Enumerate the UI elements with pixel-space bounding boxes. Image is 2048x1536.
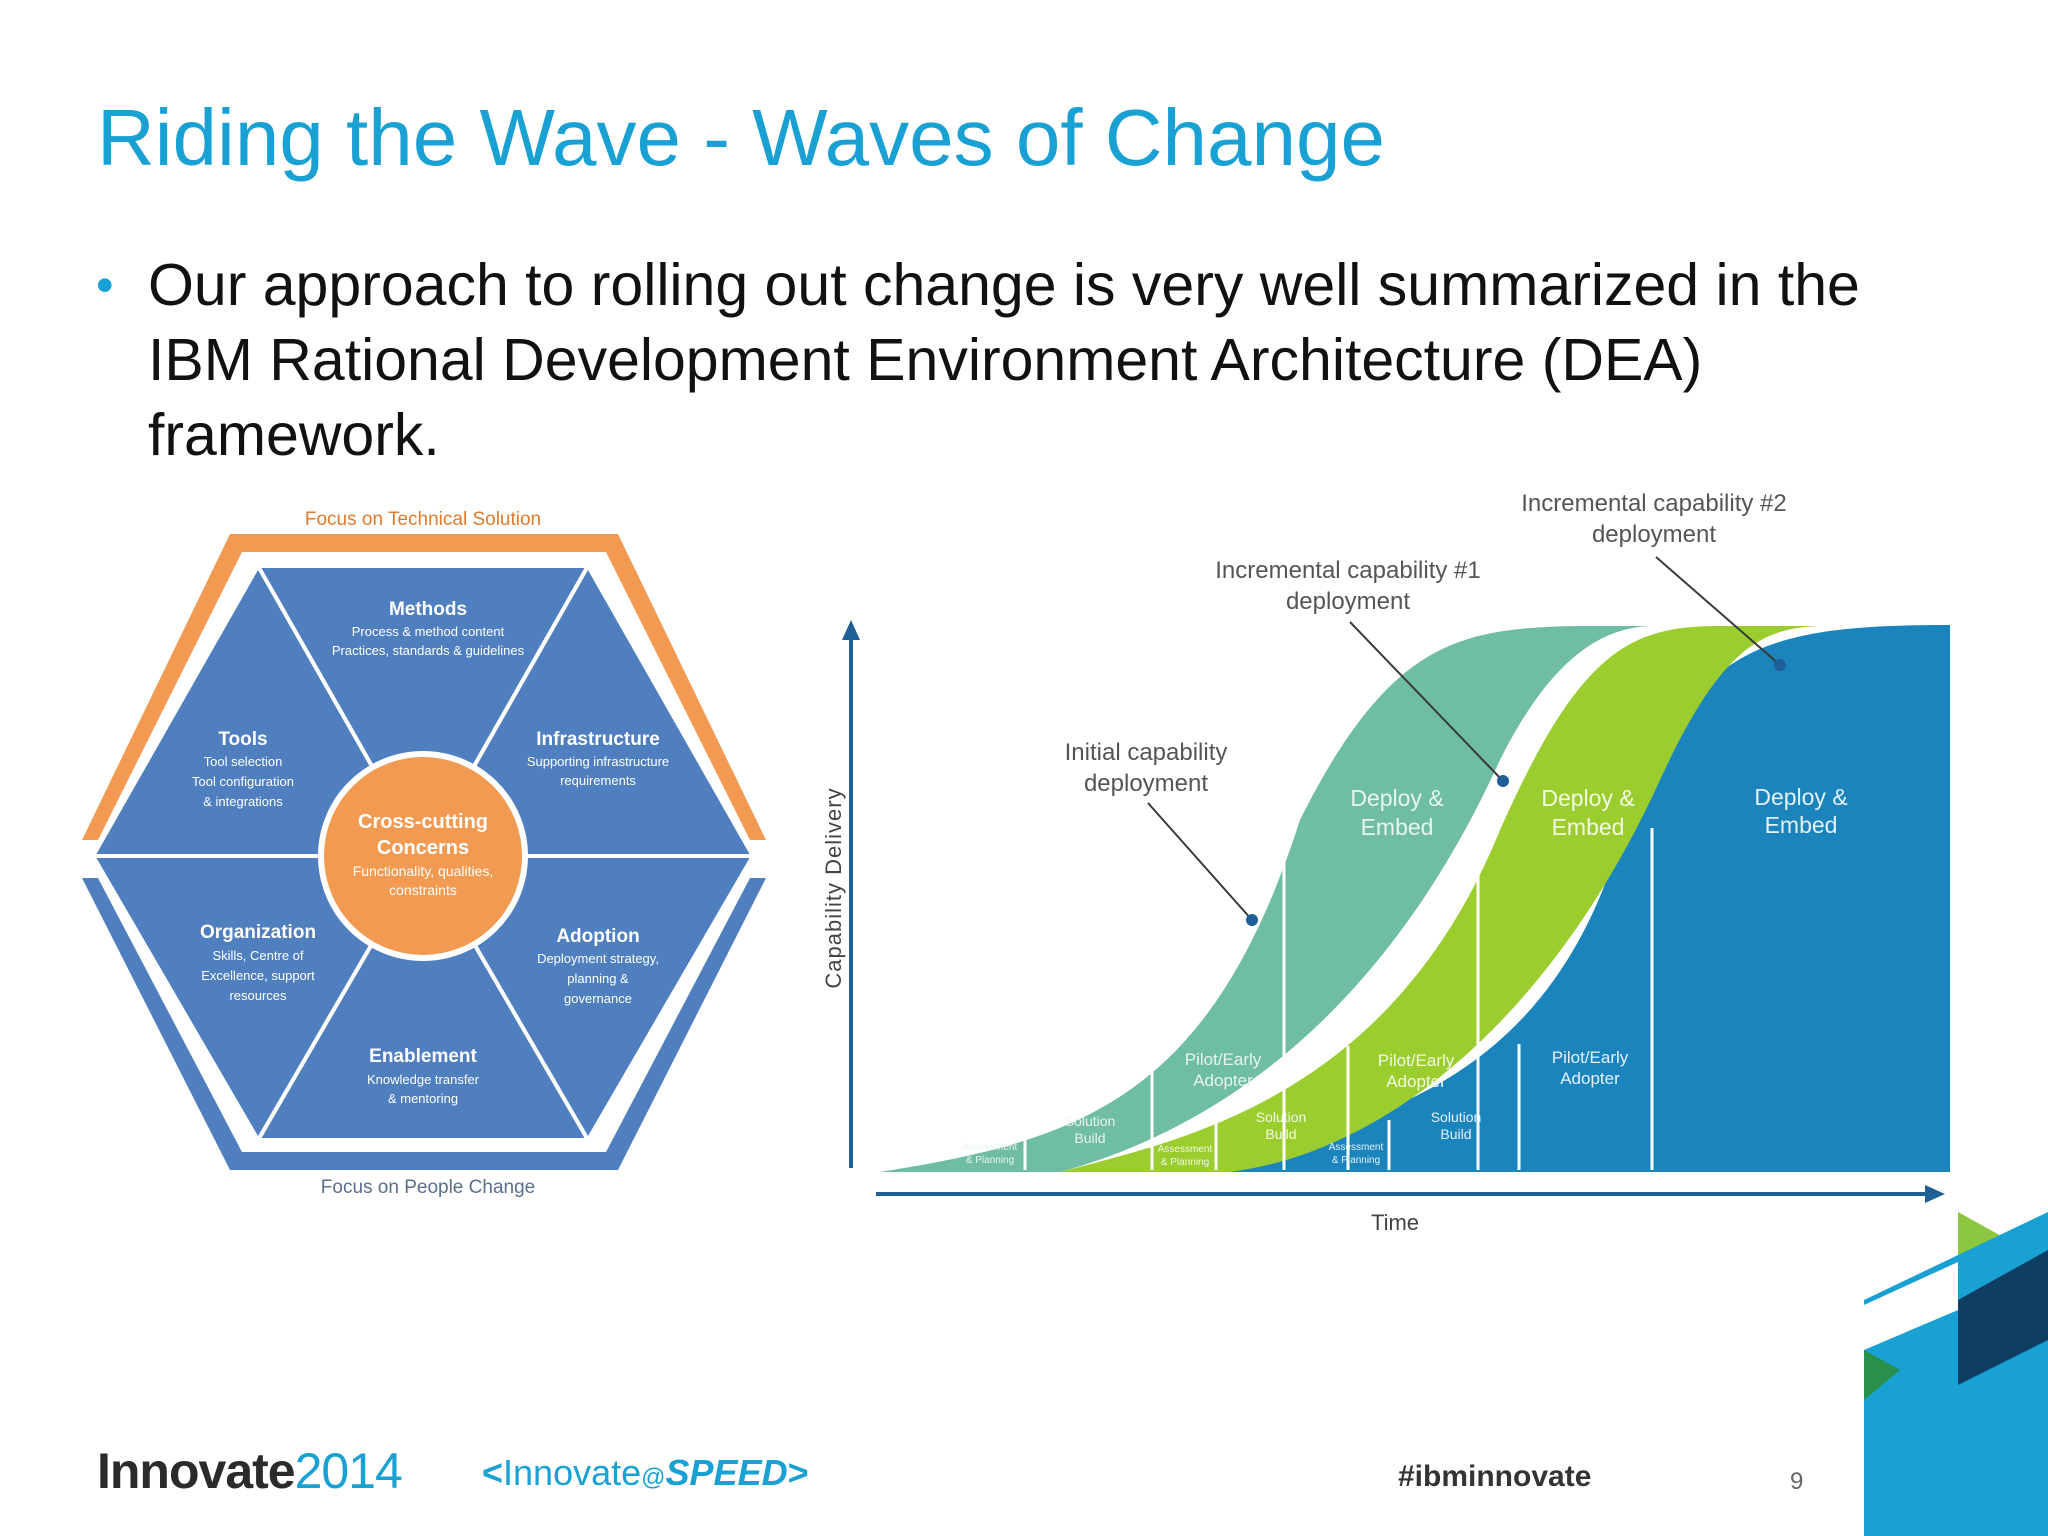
wave-3-pilot-1: Pilot/Early xyxy=(1552,1048,1629,1067)
x-axis-label: Time xyxy=(1371,1210,1419,1235)
organization-line-1: Skills, Centre of xyxy=(212,948,303,963)
bullet-marker: • xyxy=(96,257,114,313)
speed-at: @ xyxy=(641,1464,666,1491)
enablement-title: Enablement xyxy=(369,1046,477,1067)
wave-2-pilot-1: Pilot/Early xyxy=(1378,1051,1455,1070)
tools-line-1: Tool selection xyxy=(204,754,283,769)
center-title-2: Concerns xyxy=(377,837,469,859)
enablement-line-2: & mentoring xyxy=(388,1091,458,1106)
callout-initial-1: Initial capability xyxy=(1065,739,1228,766)
speed-bold: SPEED xyxy=(665,1452,788,1493)
organization-title: Organization xyxy=(200,922,316,943)
bottom-band-label: Focus on People Change xyxy=(321,1177,535,1198)
wave-3-solution-1: Solution xyxy=(1431,1109,1482,1125)
center-desc-2: constraints xyxy=(389,882,457,898)
wave-1-solution-2: Build xyxy=(1074,1130,1105,1146)
page-number: 9 xyxy=(1790,1468,1804,1495)
wave-2-solution-1: Solution xyxy=(1256,1109,1307,1125)
infrastructure-line-1: Supporting infrastructure xyxy=(527,754,669,769)
center-circle xyxy=(318,751,528,961)
wave-3-assessment-2: & Planning xyxy=(1332,1155,1380,1166)
center-desc-1: Functionality, qualities, xyxy=(353,863,494,879)
speed-right-bracket: > xyxy=(787,1452,809,1493)
adoption-title: Adoption xyxy=(556,926,639,947)
tools-line-3: & integrations xyxy=(203,794,283,809)
callout-dot-initial xyxy=(1246,914,1258,926)
wave-2-deploy-2: Embed xyxy=(1552,814,1625,840)
wave-1-pilot-2: Adopter xyxy=(1193,1071,1253,1090)
y-axis-label: Capability Delivery xyxy=(821,787,846,988)
wave-1-deploy-2: Embed xyxy=(1361,814,1434,840)
bullet-text: Our approach to rolling out change is ve… xyxy=(148,252,1860,468)
callout-incremental-1-2: deployment xyxy=(1286,588,1410,615)
waves-of-change-chart: Capability Delivery Time Deploy & Embed … xyxy=(821,490,1950,1235)
callout-dot-incremental-1 xyxy=(1497,775,1509,787)
callout-incremental-2-2: deployment xyxy=(1592,521,1716,548)
callout-line-incremental-1 xyxy=(1349,621,1504,782)
stage-dividers xyxy=(1023,828,1654,1170)
corner-decoration xyxy=(1864,1212,2048,1536)
innovate-2014-logo: Innovate2014 xyxy=(97,1442,403,1500)
wave-3-deploy-1: Deploy & xyxy=(1754,784,1847,810)
wave-3-solution-2: Build xyxy=(1440,1126,1471,1142)
adoption-line-3: governance xyxy=(564,991,632,1006)
x-axis-arrow xyxy=(1925,1185,1945,1203)
tools-title: Tools xyxy=(218,729,267,750)
wave-2-area xyxy=(1060,626,1820,1172)
methods-line-2: Practices, standards & guidelines xyxy=(332,643,525,658)
wave-2-assessment-1: Assessment xyxy=(1158,1144,1213,1155)
wave-1-assessment-1: Assessment xyxy=(963,1142,1018,1153)
wave-1-assessment-2: & Planning xyxy=(966,1155,1014,1166)
organization-line-3: resources xyxy=(229,988,287,1003)
top-band-label: Focus on Technical Solution xyxy=(305,509,541,530)
segment-tools xyxy=(89,561,427,858)
wave-1-solution-1: Solution xyxy=(1065,1113,1116,1129)
callout-line-initial xyxy=(1147,802,1253,921)
wave-3-pilot-2: Adopter xyxy=(1560,1069,1620,1088)
center-title-1: Cross-cutting xyxy=(358,811,488,833)
infrastructure-title: Infrastructure xyxy=(536,729,660,750)
wave-3-deploy-2: Embed xyxy=(1765,812,1838,838)
logo-word: Innovate xyxy=(97,1443,296,1499)
methods-title: Methods xyxy=(389,599,467,620)
logo-year: 2014 xyxy=(294,1443,403,1499)
methods-line-1: Process & method content xyxy=(352,624,505,639)
callout-incremental-1-1: Incremental capability #1 xyxy=(1215,557,1480,584)
hashtag: #ibminnovate xyxy=(1398,1460,1592,1493)
wave-2-assessment-2: & Planning xyxy=(1161,1157,1209,1168)
speed-word: Innovate xyxy=(503,1452,642,1493)
infrastructure-line-2: requirements xyxy=(560,773,636,788)
enablement-line-1: Knowledge transfer xyxy=(367,1072,480,1087)
organization-line-2: Excellence, support xyxy=(201,968,315,983)
tools-line-2: Tool configuration xyxy=(192,774,294,789)
wave-1-area xyxy=(880,626,1650,1172)
adoption-line-2: planning & xyxy=(567,971,629,986)
wave-1-deploy-1: Deploy & xyxy=(1350,785,1443,811)
speed-left-bracket: < xyxy=(482,1452,504,1493)
wave-2-solution-2: Build xyxy=(1265,1126,1296,1142)
callout-dot-incremental-2 xyxy=(1774,659,1786,671)
slide-title: Riding the Wave - Waves of Change xyxy=(97,93,1386,182)
wave-2-pilot-2: Adopter xyxy=(1386,1072,1446,1091)
callout-initial-2: deployment xyxy=(1084,770,1208,797)
y-axis-arrow xyxy=(842,620,860,640)
dea-hexagon-diagram: Focus on Technical Solution Focus on Peo… xyxy=(82,509,766,1198)
innovate-speed-logo: <Innovate@SPEED> xyxy=(482,1452,809,1494)
callout-incremental-2-1: Incremental capability #2 xyxy=(1521,490,1786,517)
wave-3-area xyxy=(1110,625,1950,1172)
wave-2-deploy-1: Deploy & xyxy=(1541,785,1634,811)
wave-3-assessment-1: Assessment xyxy=(1329,1142,1384,1153)
wave-1-pilot-1: Pilot/Early xyxy=(1185,1050,1262,1069)
adoption-line-1: Deployment strategy, xyxy=(537,951,659,966)
callout-line-incremental-2 xyxy=(1655,556,1781,666)
